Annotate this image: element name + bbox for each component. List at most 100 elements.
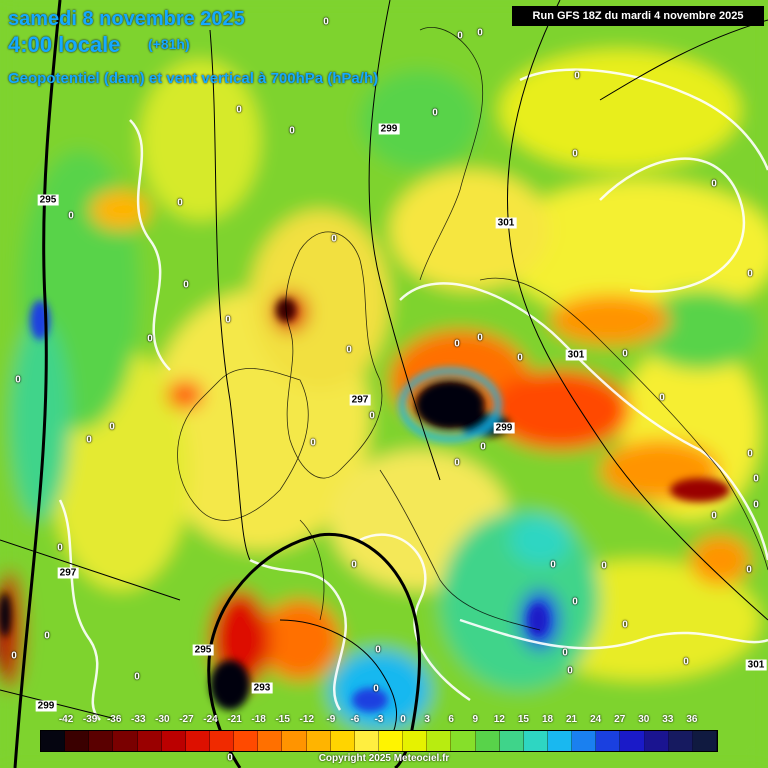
legend-tick: 0 bbox=[400, 714, 406, 725]
legend-tick: 12 bbox=[493, 714, 505, 725]
zero-contour-label: 0 bbox=[711, 510, 717, 522]
zero-contour-label: 0 bbox=[289, 125, 295, 137]
legend-swatch bbox=[620, 731, 645, 751]
legend-tick: -3 bbox=[374, 714, 384, 725]
legend-tick: -24 bbox=[203, 714, 218, 725]
zero-contour-label: 0 bbox=[574, 70, 580, 82]
zero-contour-label: 0 bbox=[323, 16, 329, 28]
legend-swatch bbox=[137, 731, 162, 751]
legend-tick: 30 bbox=[638, 714, 650, 725]
zero-contour-label: 0 bbox=[480, 441, 486, 453]
geopotential-label: 301 bbox=[495, 217, 517, 229]
geopotential-label: 301 bbox=[745, 659, 767, 671]
legend-tick: -33 bbox=[131, 714, 146, 725]
zero-contour-label: 0 bbox=[57, 542, 63, 554]
zero-contour-label: 0 bbox=[454, 457, 460, 469]
legend-tick: -15 bbox=[275, 714, 290, 725]
geopotential-label: 297 bbox=[57, 567, 79, 579]
zero-contour-label: 0 bbox=[369, 410, 375, 422]
legend-tick: -30 bbox=[155, 714, 170, 725]
legend-swatch bbox=[644, 731, 669, 751]
legend-tick: -21 bbox=[227, 714, 242, 725]
zero-contour-label: 0 bbox=[236, 104, 242, 116]
legend-tick: 9 bbox=[472, 714, 479, 725]
legend-swatch bbox=[161, 731, 186, 751]
zero-contour-label: 0 bbox=[432, 107, 438, 119]
legend-swatch bbox=[596, 731, 621, 751]
zero-contour-label: 0 bbox=[227, 752, 233, 764]
legend-tick: 27 bbox=[614, 714, 626, 725]
legend-swatch bbox=[668, 731, 693, 751]
strong-cores bbox=[0, 298, 730, 712]
legend-swatch bbox=[692, 731, 717, 751]
legend-tick: 6 bbox=[448, 714, 454, 725]
geopotential-label: 301 bbox=[565, 349, 587, 361]
zero-contour-label: 0 bbox=[477, 332, 483, 344]
legend-tick: 3 bbox=[424, 714, 430, 725]
zero-contour-label: 0 bbox=[550, 559, 556, 571]
legend-swatch bbox=[499, 731, 524, 751]
legend-tick: 33 bbox=[662, 714, 674, 725]
zero-contour-label: 0 bbox=[746, 564, 752, 576]
zero-contour-label: 0 bbox=[375, 644, 381, 656]
legend-swatch bbox=[547, 731, 573, 751]
zero-contour-label: 0 bbox=[109, 421, 115, 433]
legend-tick: -6 bbox=[350, 714, 360, 725]
legend-tick: -18 bbox=[251, 714, 266, 725]
legend-swatch bbox=[427, 731, 452, 751]
zero-contour-label: 0 bbox=[147, 333, 153, 345]
zero-contour-label: 0 bbox=[177, 197, 183, 209]
zero-contours bbox=[58, 68, 768, 721]
legend-tick: 24 bbox=[590, 714, 602, 725]
legend-tick: -9 bbox=[326, 714, 336, 725]
zero-contour-label: 0 bbox=[225, 314, 231, 326]
legend-tick: -42 bbox=[58, 714, 74, 725]
geopotential-label: 295 bbox=[192, 644, 214, 656]
forecast-date: samedi 8 novembre 2025 bbox=[8, 8, 245, 30]
zero-contour-label: 0 bbox=[622, 348, 628, 360]
legend-swatch bbox=[258, 731, 283, 751]
legend-tick: -36 bbox=[106, 714, 122, 725]
zero-contour-label: 0 bbox=[310, 437, 316, 449]
zero-contour-label: 0 bbox=[683, 656, 689, 668]
legend-swatch bbox=[378, 731, 404, 751]
zero-contour-label: 0 bbox=[601, 560, 607, 572]
geopotential-label: 295 bbox=[37, 194, 59, 206]
legend-swatch bbox=[572, 731, 597, 751]
zero-contour-label: 0 bbox=[183, 279, 189, 291]
zero-contour-label: 0 bbox=[753, 499, 759, 511]
legend-swatch bbox=[403, 731, 428, 751]
geopotential-label: 293 bbox=[251, 682, 273, 694]
zero-contour-label: 0 bbox=[134, 671, 140, 683]
forecast-time: 4:00 locale bbox=[8, 32, 121, 57]
geopotential-lines bbox=[0, 0, 768, 741]
run-info-badge: Run GFS 18Z du mardi 4 novembre 2025 bbox=[512, 6, 764, 26]
legend-swatch bbox=[113, 731, 138, 751]
legend-tick: 15 bbox=[517, 714, 529, 725]
forecast-offset: (+81h) bbox=[148, 36, 190, 52]
legend-swatch bbox=[306, 731, 331, 751]
legend-tick: -12 bbox=[299, 714, 315, 725]
zero-contour-label: 0 bbox=[747, 448, 753, 460]
zero-contour-label: 0 bbox=[15, 374, 21, 386]
legend-swatch bbox=[354, 731, 379, 751]
zero-contour-label: 0 bbox=[517, 352, 523, 364]
zero-contour-label: 0 bbox=[572, 596, 578, 608]
legend-swatch bbox=[209, 731, 235, 751]
geopotential-label: 299 bbox=[493, 422, 515, 434]
zero-contour-label: 0 bbox=[44, 630, 50, 642]
legend-swatch bbox=[41, 731, 66, 751]
zero-contour-label: 0 bbox=[711, 178, 717, 190]
legend-tick-labels: -42 -39 -36 -33 -30 -27 -24 -21 -18 -15 -12 -9 -6 -3 0… bbox=[42, 714, 716, 728]
legend-swatch bbox=[330, 731, 355, 751]
zero-contour-label: 0 bbox=[572, 148, 578, 160]
copyright-text: Copyright 2025 Meteociel.fr bbox=[318, 753, 450, 764]
coastlines bbox=[177, 27, 768, 631]
zero-contour-label: 0 bbox=[454, 338, 460, 350]
zero-contour-label: 0 bbox=[659, 392, 665, 404]
legend-tick: -27 bbox=[179, 714, 194, 725]
zero-contour-label: 0 bbox=[477, 27, 483, 39]
